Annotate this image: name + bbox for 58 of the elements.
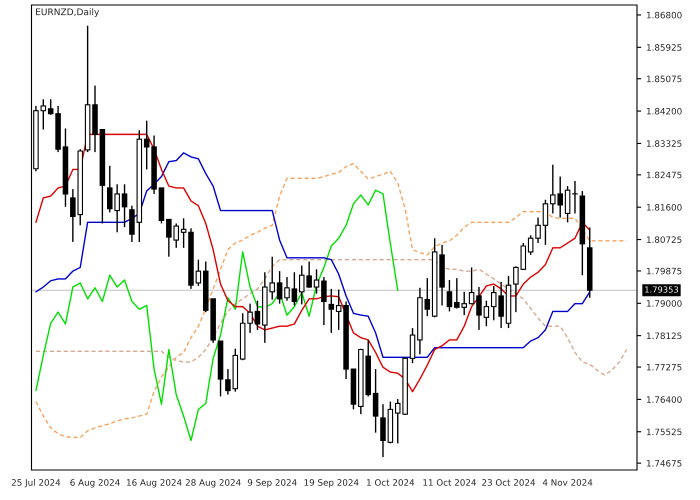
candlestick [114, 184, 120, 234]
y-tick-label: 1.79875 [646, 268, 682, 274]
candlestick [298, 264, 305, 306]
candlestick [269, 256, 275, 300]
candlestick [328, 288, 334, 334]
x-tick-label: 4 Nov 2024 [542, 479, 592, 486]
x-tick-label: 6 Aug 2024 [70, 479, 120, 488]
x-tick-label: 19 Sep 2024 [304, 479, 359, 488]
x-tick-label: 23 Oct 2024 [482, 479, 536, 486]
candlestick [173, 222, 179, 249]
candlestick [520, 242, 526, 271]
y-tick-label: 1.76400 [646, 396, 682, 403]
ref-line-label: 1.79353 [645, 286, 678, 293]
candlestick [70, 188, 76, 243]
candlestick [557, 176, 563, 218]
candlestick [461, 291, 467, 316]
x-tick-label: 28 Aug 2024 [186, 479, 241, 488]
y-tick-label: 1.82475 [646, 172, 682, 178]
y-tick-label: 1.80725 [646, 236, 682, 243]
y-tick-label: 1.75525 [646, 428, 682, 436]
candlestick [454, 277, 460, 310]
candlestick [372, 368, 378, 434]
y-tick-label: 1.86800 [646, 12, 682, 18]
chart-title: EURNZD,Daily [36, 8, 100, 17]
y-tick-label: 1.84200 [646, 108, 682, 115]
candlestick [122, 184, 128, 228]
line-series [35, 189, 398, 442]
y-tick-label: 1.74675 [646, 460, 682, 467]
x-tick-label: 16 Aug 2024 [127, 479, 182, 488]
line-series [35, 134, 590, 392]
candlestick [446, 279, 452, 312]
y-tick-label: 1.79000 [646, 300, 682, 307]
y-tick-label: 1.85925 [646, 44, 682, 51]
x-tick-label: 11 Oct 2024 [423, 479, 476, 486]
y-tick-label: 1.77275 [646, 364, 682, 371]
candlestick [48, 98, 54, 116]
line-series [35, 152, 590, 358]
line-series [35, 258, 628, 376]
y-tick-label: 1.85075 [646, 76, 682, 82]
x-tick-label: 9 Sep 2024 [248, 479, 297, 488]
candlestick [528, 234, 534, 256]
candlestick [40, 98, 46, 130]
candlestick [336, 288, 342, 331]
x-tick-label: 1 Oct 2024 [367, 479, 414, 486]
candlestick [394, 398, 401, 444]
candlestick [306, 260, 312, 288]
candlestick [225, 368, 231, 396]
y-tick-label: 1.78125 [646, 332, 682, 340]
y-tick-label: 1.83325 [646, 140, 682, 147]
candlestick [144, 120, 150, 170]
candlestick [107, 165, 113, 214]
y-tick-label: 1.81600 [646, 204, 682, 211]
candlestick [550, 164, 556, 214]
candlestick [490, 285, 497, 321]
candlestick [513, 266, 519, 313]
x-tick-label: 25 Jul 2024 [12, 479, 60, 488]
candlestick [424, 277, 430, 317]
candlestick [166, 218, 172, 258]
